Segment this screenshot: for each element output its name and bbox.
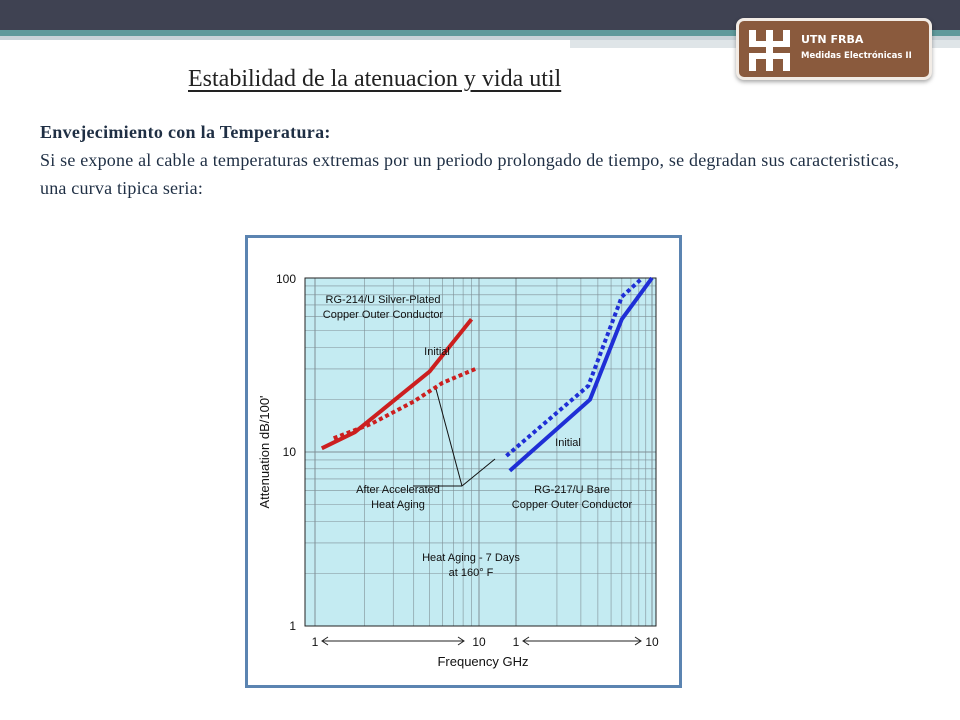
grid-lines — [305, 277, 656, 627]
annotation-heat-aging-line1: Heat Aging - 7 Days — [422, 552, 520, 564]
rg214-initial-series-line — [320, 317, 474, 451]
annotation-heat-aging-line2: at 160° F — [449, 567, 494, 579]
accent-stripe-light — [0, 36, 960, 40]
slide-body-text: Si se expone al cable a temperaturas ext… — [40, 150, 900, 198]
series-group — [320, 276, 654, 473]
utn-logo: UTN FRBA Medidas Electrónicas II — [736, 18, 932, 80]
x-tick-label: 10 — [472, 635, 486, 649]
utn-logo-icon — [749, 30, 790, 71]
annotation-initial-red: Initial — [424, 346, 450, 358]
annotation-after-aging-line1: After Accelerated — [356, 484, 440, 496]
x-axis-label: Frequency GHz — [437, 654, 528, 669]
logo-line-2: Medidas Electrónicas II — [801, 51, 912, 61]
annotation-rg214-line1: RG-214/U Silver-Plated — [326, 294, 441, 306]
accent-stripe — [0, 30, 960, 36]
y-tick-label: 1 — [289, 619, 296, 633]
annotation-after-aging-line2: Heat Aging — [371, 499, 425, 511]
attenuation-chart-figure: 100 10 1 1 10 1 10 Frequency GHz Attenua… — [245, 235, 682, 688]
plot-frame — [304, 277, 657, 627]
annotation-rg214-line2: Copper Outer Conductor — [323, 309, 444, 321]
annotation-rg217-line1: RG-217/U Bare — [534, 484, 610, 496]
slide-title: Estabilidad de la atenuacion y vida util — [188, 66, 562, 92]
y-tick-label: 100 — [276, 272, 296, 286]
slide-subtitle: Envejecimiento con la Temperatura: — [40, 122, 331, 142]
y-axis-label: Attenuation dB/100' — [257, 395, 272, 508]
rg217-aged-series-line — [505, 276, 644, 458]
x-tick-label: 1 — [312, 635, 319, 649]
annotation-initial-blue: Initial — [555, 437, 581, 449]
y-tick-label: 10 — [283, 445, 297, 459]
x-tick-label: 10 — [645, 635, 659, 649]
x-tick-label: 1 — [513, 635, 520, 649]
annotation-leader-line — [435, 388, 463, 487]
logo-line-1: UTN FRBA — [801, 33, 864, 46]
annotation-leader-line — [461, 458, 496, 487]
x-range-arrows — [321, 636, 642, 646]
annotation-rg217-line2: Copper Outer Conductor — [512, 499, 633, 511]
attenuation-chart: 100 10 1 1 10 1 10 Frequency GHz Attenua… — [257, 272, 659, 669]
rg217-initial-series-line — [508, 276, 654, 473]
rg214-aged-series-line — [332, 367, 477, 441]
